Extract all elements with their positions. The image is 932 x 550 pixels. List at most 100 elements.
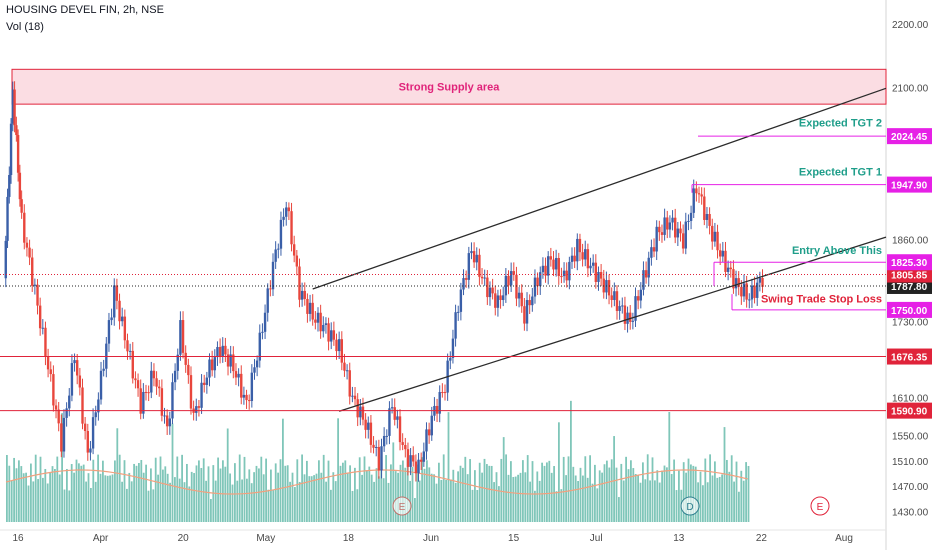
volume-bar: [152, 489, 155, 522]
candle-body: [163, 415, 166, 417]
volume-bar: [586, 477, 589, 522]
candle-body: [242, 394, 246, 398]
volume-bar: [234, 463, 236, 522]
volume-bar: [457, 471, 459, 522]
volume-bar: [620, 463, 623, 522]
candle-body: [470, 251, 473, 254]
price-tag-bg: [887, 254, 932, 271]
volume-bar: [567, 456, 570, 522]
volume-bar: [658, 482, 661, 522]
candle-body: [684, 221, 687, 249]
volume-bar: [222, 460, 224, 522]
candle-body: [287, 207, 291, 212]
volume-bar: [742, 480, 745, 522]
volume-bar: [106, 475, 109, 522]
annotation-label: Expected TGT 1: [799, 167, 882, 179]
candle-body: [504, 275, 508, 296]
price-tag: 1676.35: [887, 348, 932, 365]
candle-body: [118, 300, 121, 322]
volume-bar: [147, 490, 150, 522]
volume-bar: [308, 476, 311, 522]
volume-bar: [34, 454, 37, 522]
volume-bar: [716, 477, 719, 522]
candle-body: [525, 300, 529, 324]
volume-bar: [445, 479, 447, 522]
candle-body: [6, 196, 9, 241]
event-label: E: [399, 502, 406, 513]
volume-bar: [663, 465, 666, 522]
volume-bar: [279, 459, 282, 522]
volume-bar: [718, 476, 721, 522]
price-tick-label: 1470.00: [892, 482, 929, 493]
candle-body: [208, 359, 211, 378]
candle-body: [155, 378, 158, 387]
candle-body: [364, 419, 367, 430]
volume-bar: [174, 477, 176, 522]
candle-body: [623, 305, 627, 324]
candle-body: [507, 275, 510, 286]
candle-body: [216, 346, 219, 358]
candle-body: [266, 288, 269, 313]
candle-body: [544, 265, 547, 276]
candle-body: [737, 278, 740, 287]
volume-bar: [702, 485, 704, 522]
candle-body: [330, 330, 333, 342]
candle-body: [528, 300, 531, 306]
volume-bar: [471, 489, 474, 522]
volume-bar: [591, 483, 594, 522]
volume-bar: [387, 482, 390, 522]
price-tag: 1825.30: [887, 254, 932, 271]
candle-body: [73, 360, 76, 364]
candle-body: [123, 316, 127, 341]
supply-zone-box: [11, 68, 887, 105]
candle-body: [729, 267, 732, 270]
volume-bar: [661, 470, 663, 522]
volume-bar: [78, 463, 80, 522]
volume-bar: [562, 456, 565, 522]
candle-body: [250, 372, 254, 401]
volume-bar: [315, 473, 318, 522]
volume-bar: [61, 413, 63, 522]
event-circle: [392, 496, 412, 516]
price-tag-label: 1750.00: [891, 306, 928, 317]
candle-body: [396, 416, 399, 420]
volume-bar: [555, 491, 558, 522]
candle-body: [621, 305, 624, 307]
candle-body: [76, 360, 79, 376]
volume-bar: [582, 475, 584, 522]
volume-bar: [519, 472, 522, 522]
candle-body: [189, 375, 193, 409]
volume-bar: [260, 456, 263, 522]
volume-bar: [332, 472, 335, 522]
candle-body: [57, 409, 60, 424]
candle-body: [679, 228, 682, 234]
volume-bar: [373, 481, 375, 522]
candle-body: [533, 277, 537, 297]
volume-bar: [483, 458, 486, 522]
volume-bar: [164, 466, 167, 522]
volume-bar: [382, 478, 385, 522]
candle-body: [274, 249, 277, 262]
volume-bar: [538, 480, 541, 522]
volume-bar: [526, 455, 529, 522]
candle-body: [345, 370, 349, 372]
candle-body: [417, 459, 420, 474]
candle-body: [700, 194, 703, 197]
price-tick-label: 1860.00: [892, 235, 929, 246]
volume-bar: [42, 477, 44, 522]
candle-body: [361, 406, 365, 420]
volume-bar: [615, 467, 618, 522]
volume-bar: [289, 481, 291, 522]
price-tag-label: 1676.35: [891, 353, 928, 364]
volume-bar: [502, 437, 505, 522]
volume-bar: [10, 480, 13, 522]
candle-body: [721, 250, 725, 257]
volume-bar: [30, 463, 32, 522]
volume-bar: [301, 454, 303, 522]
annotation-label: Entry Above This: [792, 245, 882, 257]
candle-body: [359, 406, 362, 418]
volume-bar: [248, 469, 251, 522]
candle-body: [761, 277, 764, 287]
candle-body: [245, 394, 248, 401]
